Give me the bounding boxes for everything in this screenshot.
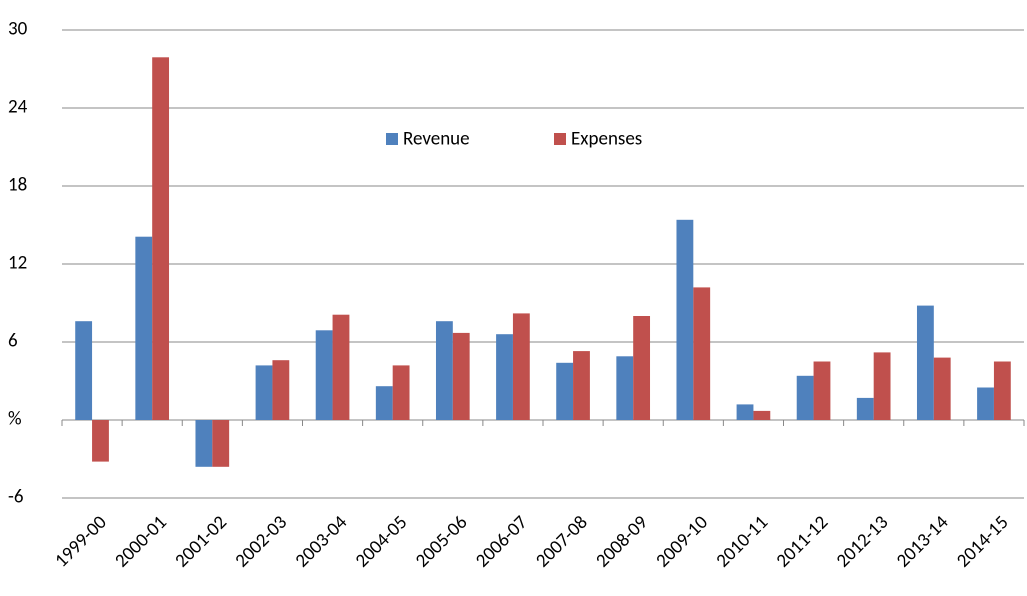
bar [392, 365, 410, 420]
y-tick-label: 12 [8, 252, 27, 275]
bar [813, 361, 831, 420]
y-tick-label: 18 [8, 174, 27, 197]
legend-label: Expenses [571, 128, 642, 151]
bar [616, 356, 634, 420]
x-tick-label: 2009-10 [652, 511, 713, 572]
x-tick-label: 2006-07 [471, 511, 532, 572]
x-tick-label: 2004-05 [351, 511, 412, 572]
legend-swatch [554, 133, 566, 145]
x-tick-label: 2007-08 [531, 511, 592, 572]
bar [556, 362, 574, 420]
y-tick-label: % [8, 408, 22, 431]
bar [92, 420, 109, 462]
bar [496, 334, 513, 420]
bar [916, 305, 934, 420]
bar [452, 332, 470, 420]
bar [152, 57, 170, 421]
x-tick-label: 2014-15 [952, 511, 1013, 572]
bar [676, 219, 694, 420]
bar [332, 314, 350, 420]
x-tick-label: 2003-04 [291, 511, 352, 572]
y-tick-label: 30 [8, 18, 28, 41]
x-tick-label: 2002-03 [231, 511, 292, 572]
bar [135, 236, 153, 420]
bar [195, 420, 213, 467]
x-tick-label: 2013-14 [892, 511, 953, 572]
x-tick-label: 2000-01 [110, 511, 171, 572]
bar [633, 316, 651, 420]
bar [272, 360, 290, 420]
x-tick-label: 2008-09 [591, 511, 652, 572]
bar [375, 386, 393, 420]
x-tick-label: 2011-12 [772, 511, 833, 572]
bar [796, 375, 814, 420]
bar [75, 321, 93, 420]
x-tick-label: 2012-13 [832, 511, 893, 572]
legend-swatch [386, 133, 398, 145]
bar [736, 404, 754, 420]
bar [856, 397, 874, 420]
y-tick-label: 24 [8, 96, 28, 119]
bar [212, 420, 230, 467]
x-tick-label: 2001-02 [171, 511, 232, 572]
y-tick-label: -6 [8, 486, 23, 509]
bar [753, 410, 771, 420]
bar [512, 313, 530, 420]
legend-label: Revenue [403, 128, 470, 151]
x-tick-label: 1999-00 [50, 511, 111, 572]
bar [873, 352, 891, 420]
x-tick-label: 2005-06 [411, 511, 472, 572]
x-tick-label: 2010-11 [712, 511, 773, 572]
bar [933, 357, 951, 420]
bar [255, 365, 273, 420]
bar [315, 330, 333, 420]
bar [993, 361, 1011, 420]
bar [693, 287, 711, 420]
bar [977, 387, 994, 420]
bar [435, 321, 453, 420]
bar [573, 351, 590, 420]
y-tick-label: 6 [8, 330, 18, 353]
